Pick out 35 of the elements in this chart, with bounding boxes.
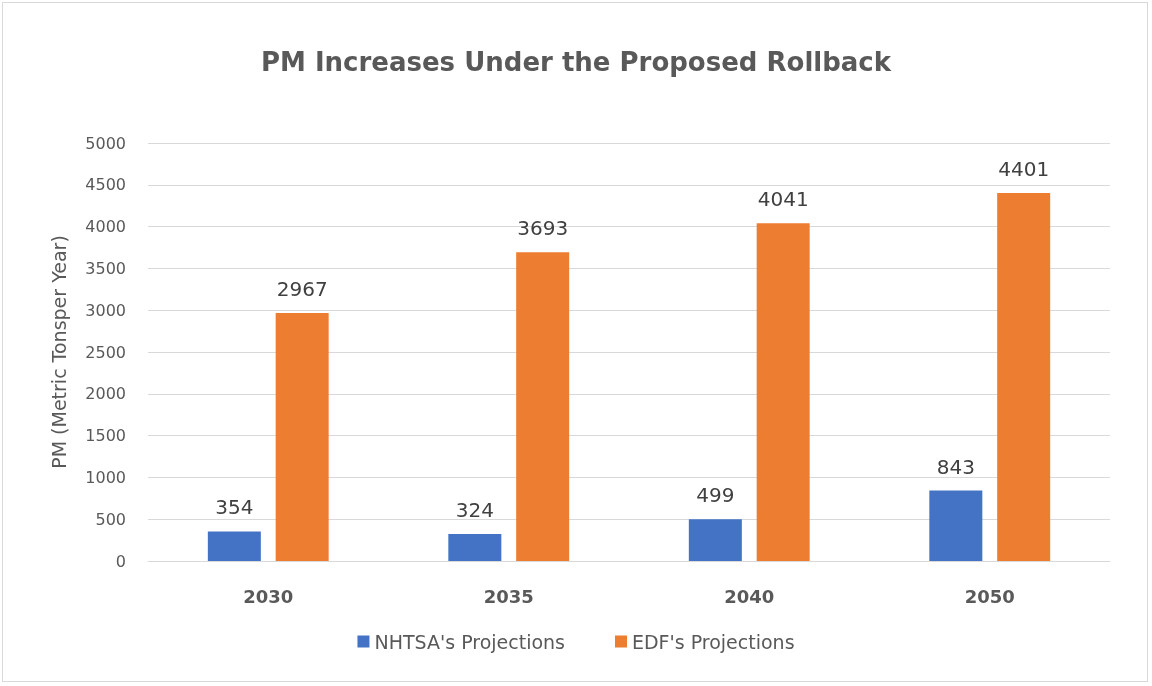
data-label: 4041 [757,187,809,212]
y-tick-label: 5000 [85,133,126,153]
y-tick-label: 1000 [85,467,126,487]
y-tick-label: 3000 [85,300,126,320]
y-tick-label: 2500 [85,342,126,362]
y-axis-title: PM (Metric Tonsper Year) [47,235,70,469]
x-tick-label: 2035 [483,585,534,607]
bar [688,519,742,561]
y-tick-label: 500 [95,509,126,529]
x-tick-label: 2050 [964,585,1015,607]
y-tick-label: 1500 [85,426,126,446]
bar [516,252,570,561]
x-tick-label: 2030 [243,585,294,607]
legend-label: EDF's Projections [631,630,795,653]
data-label: 354 [215,495,254,520]
data-label: 499 [696,483,735,508]
bar [207,531,261,561]
x-tick-label: 2040 [724,585,775,607]
data-label: 4401 [998,157,1050,182]
bar [448,533,502,561]
chart-title: PM Increases Under the Proposed Rollback [260,47,892,77]
bar [997,193,1051,561]
y-tick-label: 2000 [85,384,126,404]
data-label: 324 [455,497,494,522]
data-label: 3693 [517,216,569,241]
y-tick-label: 4000 [85,217,126,237]
y-tick-label: 3500 [85,258,126,278]
legend-label: NHTSA's Projections [374,630,565,653]
bar [929,490,983,561]
y-tick-label: 4500 [85,175,126,195]
bar [275,312,329,561]
y-tick-label: 0 [115,551,126,571]
data-label: 2967 [276,276,328,301]
data-label: 843 [936,454,975,479]
bar [756,223,810,561]
